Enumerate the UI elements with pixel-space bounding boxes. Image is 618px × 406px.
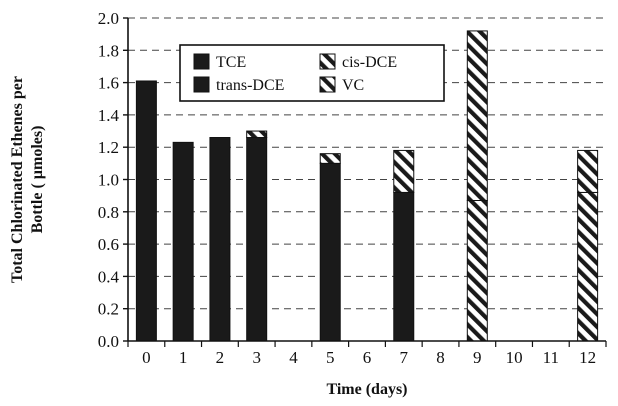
x-tick-label: 10 [506, 348, 523, 367]
x-tick-label: 11 [543, 348, 559, 367]
bar-tce-day-7 [393, 191, 415, 342]
legend-label-cis-dce: cis-DCE [342, 54, 397, 71]
x-tick-label: 8 [436, 348, 445, 367]
y-tick-label: 1.6 [98, 74, 119, 93]
bar-cis-dce-day-3 [246, 130, 268, 139]
legend-box [179, 44, 445, 102]
x-tick-label: 7 [400, 348, 409, 367]
x-tick-label: 6 [363, 348, 372, 367]
y-tick-label: 0.2 [98, 300, 119, 319]
legend: TCE trans-DCE cis-DCE VC [179, 44, 445, 102]
bar-tce-day-0 [135, 80, 157, 342]
legend-label-tce: TCE [216, 54, 246, 71]
legend-swatch-vc [319, 76, 336, 93]
y-axis-title-line-2: Bottle ( µmoles) [29, 126, 46, 234]
y-axis-title: Total Chlorinated Ethenes per Bottle ( µm… [9, 76, 46, 283]
x-axis-title: Time (days) [326, 381, 407, 398]
bar-cis-dce-day-7 [393, 149, 415, 193]
bar-vc-day-12 [577, 149, 599, 193]
bar-vc-day-9 [466, 30, 488, 201]
x-tick-label: 12 [579, 348, 596, 367]
x-tick-label: 9 [473, 348, 482, 367]
x-tick-label: 3 [252, 348, 261, 367]
x-tick-label: 0 [142, 348, 151, 367]
bar-tce-day-2 [209, 137, 231, 342]
bar-cis-dce-day-12 [577, 191, 599, 342]
axes [123, 17, 607, 347]
y-tick-label: 2.0 [98, 9, 119, 28]
y-tick-label: 0.0 [98, 332, 119, 351]
bar-cis-dce-day-5 [319, 153, 341, 164]
y-tick-label: 1.2 [98, 138, 119, 157]
y-tick-label: 0.8 [98, 203, 119, 222]
y-tick-label: 0.6 [98, 235, 119, 254]
legend-swatch-tce [193, 53, 210, 70]
x-tick-label: 4 [289, 348, 298, 367]
legend-label-vc: VC [342, 77, 364, 94]
bar-tce-day-1 [172, 141, 194, 342]
legend-swatch-cis-dce [319, 53, 336, 70]
x-tick-label: 2 [216, 348, 225, 367]
y-tick-label: 1.4 [98, 106, 120, 125]
y-tick-label: 0.4 [98, 267, 120, 286]
x-tick-label: 1 [179, 348, 188, 367]
y-tick-label: 1.8 [98, 41, 119, 60]
bar-cis-dce-day-9 [466, 199, 488, 342]
legend-swatch-trans-dce [193, 76, 210, 93]
gridlines [128, 17, 606, 310]
y-tick-label: 1.0 [98, 171, 119, 190]
y-axis-title-line-1: Total Chlorinated Ethenes per [9, 76, 26, 283]
bars [135, 30, 599, 342]
tick-labels: 0.00.20.40.60.81.01.21.41.61.82.00 1 2 3 4 5 6… [98, 9, 596, 367]
bar-tce-day-3 [246, 137, 268, 342]
legend-label-trans-dce: trans-DCE [216, 77, 284, 94]
bar-tce-day-5 [319, 162, 341, 342]
x-tick-label: 5 [326, 348, 335, 367]
